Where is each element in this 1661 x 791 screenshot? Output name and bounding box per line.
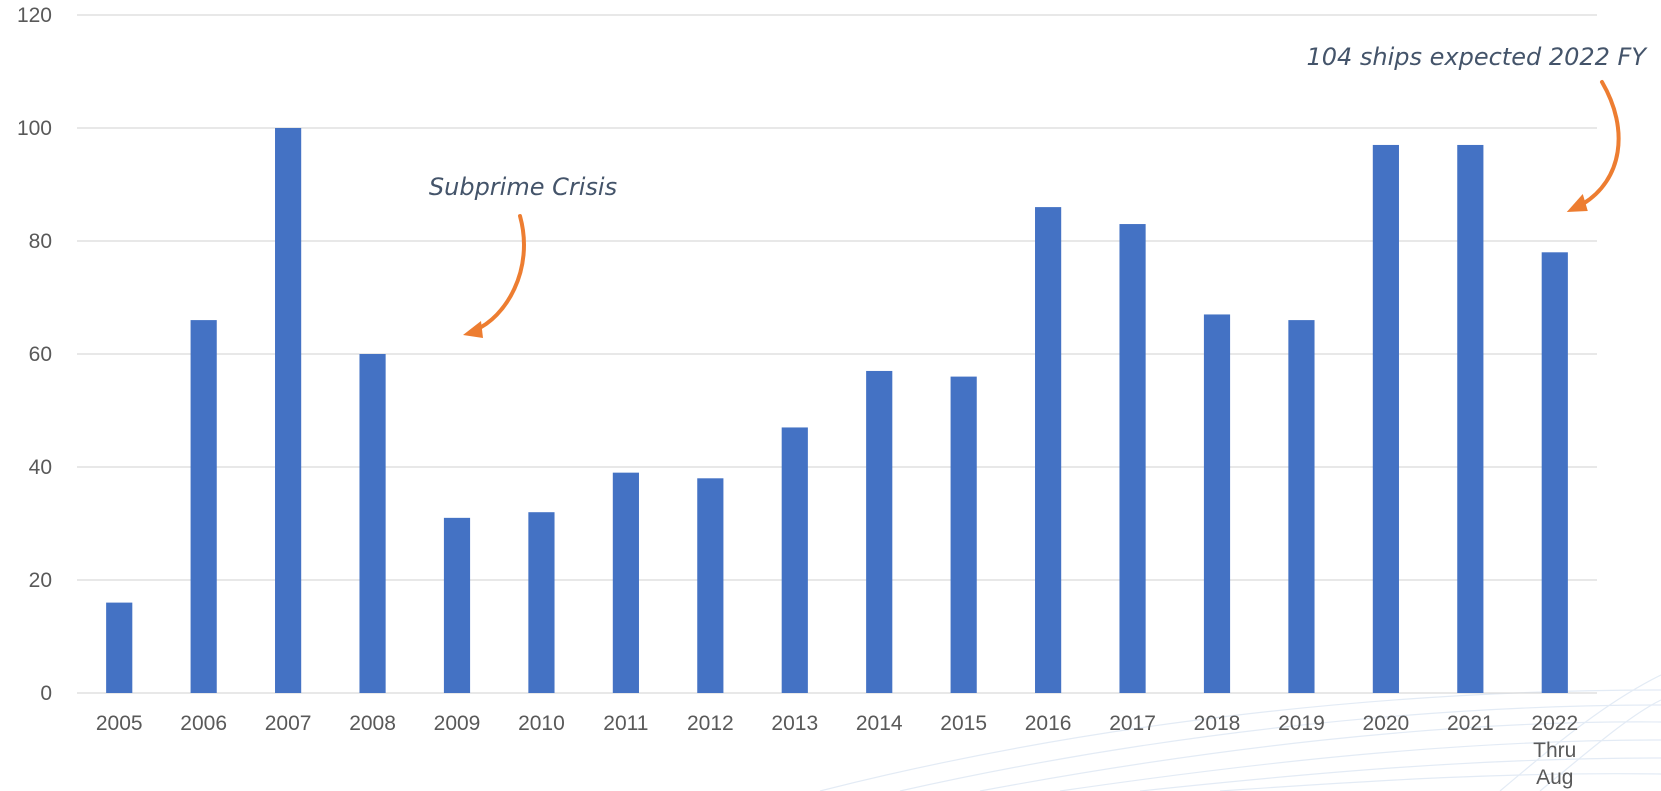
x-tick-label: 2010 bbox=[518, 712, 565, 735]
x-tick-label: 2005 bbox=[96, 712, 143, 735]
bar bbox=[950, 376, 977, 693]
annotation-text: 104 ships expected 2022 FY bbox=[1306, 43, 1648, 71]
bar bbox=[1288, 320, 1315, 693]
bar bbox=[1541, 252, 1568, 694]
x-tick-label: 2006 bbox=[180, 712, 227, 735]
annotation-text: Subprime Crisis bbox=[429, 173, 617, 201]
x-tick-label: 2020 bbox=[1363, 712, 1410, 735]
y-tick-label: 0 bbox=[40, 682, 52, 705]
bar bbox=[359, 354, 386, 693]
x-tick-label: 2009 bbox=[434, 712, 481, 735]
x-tick-label: 2012 bbox=[687, 712, 734, 735]
x-tick-label: 2022 Thru Aug bbox=[1531, 712, 1578, 789]
bars bbox=[106, 128, 1568, 694]
annotation-arrow bbox=[1580, 80, 1621, 206]
x-tick-label: 2017 bbox=[1109, 712, 1156, 735]
annotations: Subprime Crisis 104 ships expected 2022 F… bbox=[429, 43, 1648, 338]
x-tick-label: 2008 bbox=[349, 712, 396, 735]
gridlines bbox=[77, 14, 1597, 694]
bar bbox=[528, 512, 555, 693]
y-axis-ticks: 0 20 40 60 80 100 120 bbox=[17, 4, 52, 705]
bar bbox=[1203, 314, 1231, 693]
x-tick-label: 2016 bbox=[1025, 712, 1072, 735]
x-tick-label: 2015 bbox=[940, 712, 987, 735]
x-tick-label: 2007 bbox=[265, 712, 312, 735]
bar bbox=[106, 602, 133, 693]
bar bbox=[1372, 144, 1399, 693]
bar bbox=[190, 320, 217, 693]
x-tick-label: 2019 bbox=[1278, 712, 1325, 735]
y-tick-label: 60 bbox=[29, 343, 52, 366]
bar bbox=[443, 517, 471, 693]
y-tick-label: 20 bbox=[29, 569, 52, 592]
bar bbox=[1119, 224, 1146, 694]
bar bbox=[275, 128, 302, 693]
arrowhead bbox=[1566, 194, 1588, 212]
y-tick-label: 120 bbox=[17, 4, 52, 27]
x-tick-label: 2011 bbox=[603, 712, 648, 735]
x-tick-label: 2014 bbox=[856, 712, 903, 735]
x-tick-label: 2018 bbox=[1194, 712, 1241, 735]
y-tick-label: 100 bbox=[17, 117, 52, 140]
bar bbox=[1035, 207, 1062, 693]
x-tick-label: 2021 bbox=[1447, 712, 1494, 735]
x-axis-ticks: 2005 2006 2007 2008 2009 2010 2011 2012 2013 2014… bbox=[96, 712, 1578, 789]
bar bbox=[866, 370, 893, 693]
bar bbox=[612, 472, 639, 693]
annotation-arrow bbox=[473, 214, 526, 332]
arrowhead bbox=[463, 321, 483, 338]
y-tick-label: 80 bbox=[29, 230, 52, 253]
x-tick-label: 2013 bbox=[771, 712, 818, 735]
bar bbox=[1457, 144, 1484, 693]
y-tick-label: 40 bbox=[29, 456, 52, 479]
bar bbox=[781, 427, 808, 693]
bar bbox=[697, 478, 724, 693]
